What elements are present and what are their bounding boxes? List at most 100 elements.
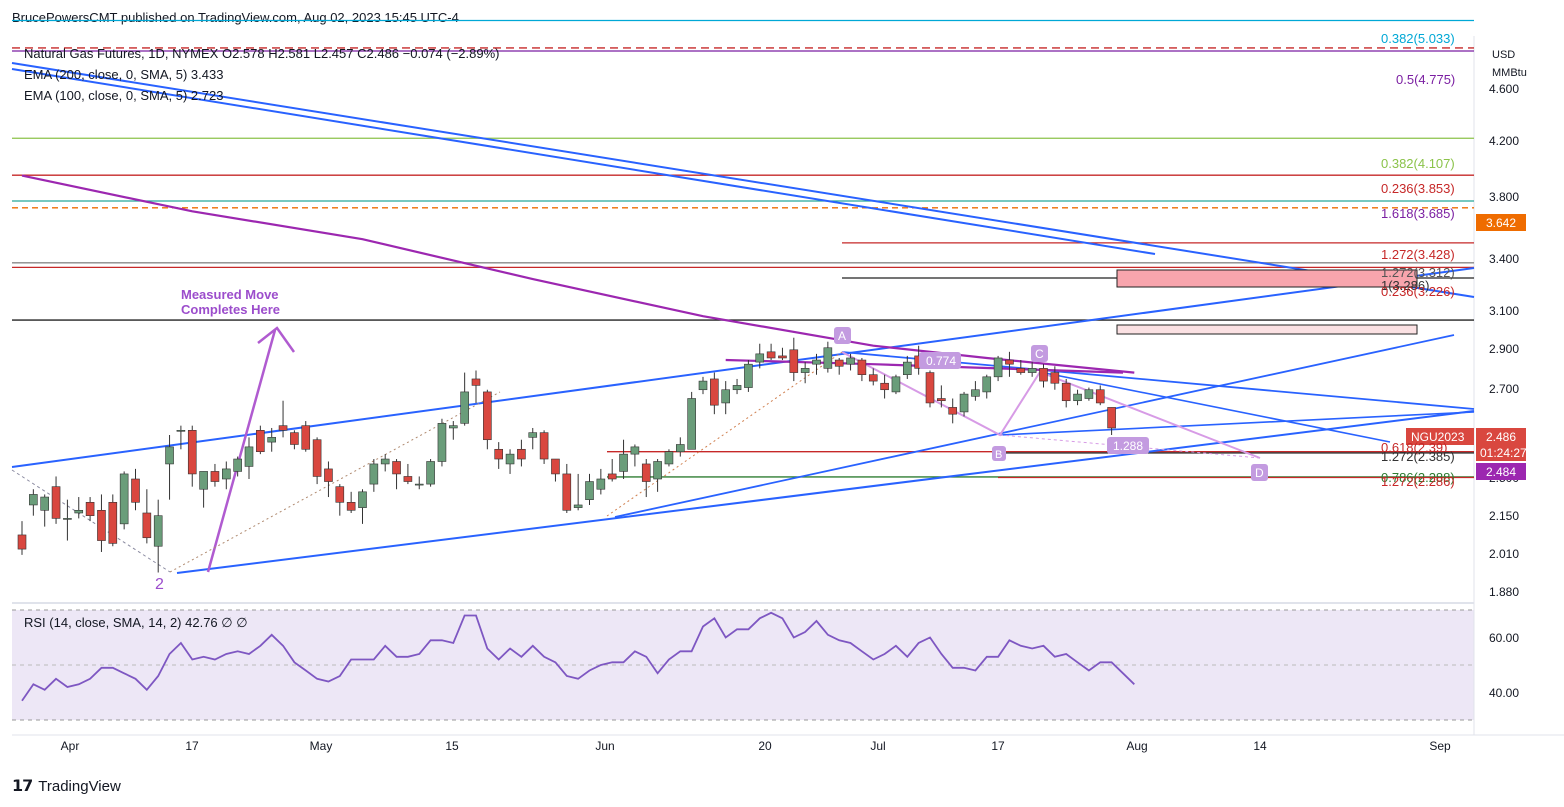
symbol-info: Natural Gas Futures, 1D, NYMEX O2.578 H2… <box>24 46 500 61</box>
measured-move-annotation: Measured Move Completes Here 2 <box>155 287 280 593</box>
candle-body-93 <box>1073 393 1082 402</box>
last-price-badge <box>1476 428 1526 461</box>
candle-body-12 <box>153 515 163 547</box>
candle-body-64 <box>744 363 753 388</box>
ratio-bd-label: 1.288 <box>1113 439 1143 453</box>
ema200-line <box>21 174 1135 374</box>
downtrend-line-lower <box>11 68 1156 255</box>
candle-body-58 <box>675 444 685 453</box>
candle-body-24 <box>290 432 299 445</box>
last-price-label: 2.486 <box>1486 430 1516 444</box>
candle-body-20 <box>244 446 254 467</box>
candle-body-43 <box>505 453 515 465</box>
harmonic-labels: A C B D 0.774 1.288 <box>834 327 1268 481</box>
fib-label-1272-3428: 1.272(3.428) <box>1381 247 1455 262</box>
point-c-label: C <box>1035 347 1044 361</box>
price-tick-0: 4.600 <box>1489 82 1519 96</box>
candle-body-59 <box>687 398 696 450</box>
candle-body-13 <box>165 446 174 465</box>
drawings <box>11 62 1475 574</box>
candle-body-29 <box>346 502 356 511</box>
candle-body-42 <box>494 448 504 460</box>
fib-label-1618-3685: 1.618(3.685) <box>1381 206 1455 221</box>
candle-body-33 <box>392 461 401 475</box>
fib-label-1272-2385: 1.272(2.385) <box>1381 449 1455 464</box>
price-tick-4: 3.100 <box>1489 304 1519 318</box>
candle-body-72 <box>834 359 844 367</box>
candle-body-78 <box>902 361 912 375</box>
fib-label-05-4775: 0.5(4.775) <box>1396 72 1455 87</box>
channel-upper-line <box>11 267 1475 468</box>
candle-body-10 <box>131 478 140 503</box>
candle-body-23 <box>278 425 288 431</box>
time-tick-9: 14 <box>1253 739 1267 753</box>
candle-body-74 <box>857 359 867 375</box>
candle-body-52 <box>607 473 617 480</box>
candle-body-3 <box>51 486 61 519</box>
fib-label-0382-4107: 0.382(4.107) <box>1381 156 1455 171</box>
measured-move-arrow <box>206 329 277 573</box>
candle-body-22 <box>267 437 277 443</box>
ema100-price-label: 2.484 <box>1486 465 1516 479</box>
candle-body-66 <box>766 351 776 359</box>
ratio-bd-box <box>1107 437 1149 454</box>
candle-body-83 <box>959 393 969 413</box>
channel-lower-line <box>176 410 1475 574</box>
measured-move-line2: Completes Here <box>181 302 280 317</box>
time-tick-4: Jun <box>595 739 614 753</box>
price-badges: 3.642 NGU2023 2.486 01:24:27 2.484 <box>1406 214 1527 480</box>
candle-body-87 <box>1005 359 1014 365</box>
measured-move-line1: Measured Move <box>181 287 279 302</box>
axis-currency: USD <box>1492 49 1515 61</box>
candle-body-81 <box>937 398 946 402</box>
candle-body-11 <box>142 512 152 539</box>
point-d-label: D <box>1255 466 1264 480</box>
candle-body-0 <box>17 534 27 550</box>
time-tick-5: 20 <box>758 739 772 753</box>
candle-body-84 <box>971 389 980 397</box>
tradingview-wordmark: TradingView <box>38 777 121 795</box>
symbol-badge-label: NGU2023 <box>1411 430 1465 444</box>
candle-body-51 <box>596 478 606 490</box>
rising-support-line <box>614 334 1455 518</box>
candle-body-49 <box>573 504 583 508</box>
fib-label-0786-2288: 0.786(2.288) <box>1381 470 1455 485</box>
time-tick-0: Apr <box>61 739 80 753</box>
point-b-label: B <box>995 449 1002 461</box>
candle-body-48 <box>562 473 572 511</box>
candle-body-36 <box>426 461 435 485</box>
candle-body-76 <box>880 382 889 391</box>
fib-label-1-3286: 1(3.286) <box>1381 278 1429 293</box>
a-wave-projection <box>606 351 843 517</box>
fib-label-0618-239: 0.618(2.39) <box>1381 440 1448 455</box>
candle-body-41 <box>483 391 492 441</box>
candle-body-54 <box>630 446 640 455</box>
candle-body-40 <box>471 378 481 386</box>
candle-body-88 <box>1016 368 1026 373</box>
candle-body-31 <box>369 463 379 485</box>
time-tick-1: 17 <box>185 739 199 753</box>
symbol-badge <box>1406 428 1474 445</box>
candle-body-9 <box>119 473 129 525</box>
candle-body-44 <box>517 448 526 460</box>
ema100-legend: EMA (100, close, 0, SMA, 5) 2.723 <box>24 88 223 103</box>
tradingview-brand[interactable]: 𝟭𝟳 TradingView <box>12 776 121 796</box>
point-a-box <box>834 327 851 344</box>
candle-body-55 <box>641 463 651 482</box>
candle-body-94 <box>1084 389 1094 399</box>
candle-body-32 <box>380 458 390 465</box>
price-tick-10: 1.880 <box>1489 585 1519 599</box>
candle-body-7 <box>97 509 106 541</box>
candle-body-57 <box>664 451 674 465</box>
candle-body-67 <box>778 355 787 359</box>
candle-body-35 <box>414 483 424 486</box>
fib-label-1272-3312: 1.272(3.312) <box>1381 265 1455 280</box>
candle-body-38 <box>448 425 458 429</box>
horizontal-levels <box>12 19 1474 479</box>
price-tick-9: 2.010 <box>1489 547 1519 561</box>
candle-body-80 <box>925 372 935 404</box>
candle-body-82 <box>948 407 958 415</box>
fib-labels: 0.382(5.033) 0.5(4.775) 0.382(4.107) 0.2… <box>1381 31 1455 489</box>
candle-body-27 <box>324 468 333 482</box>
